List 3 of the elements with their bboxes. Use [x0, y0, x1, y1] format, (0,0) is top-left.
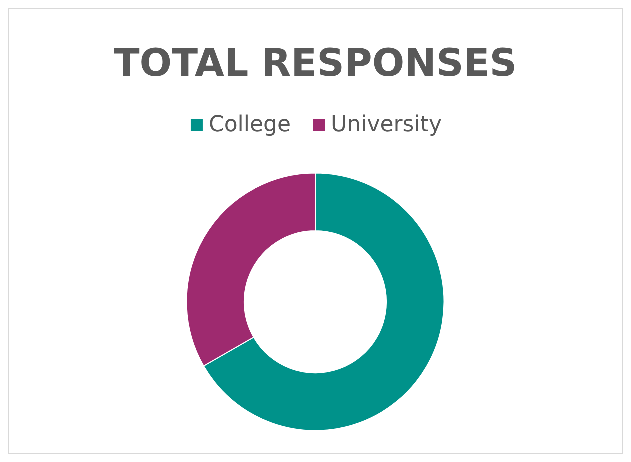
legend-label: College: [208, 112, 292, 138]
chart-title: TOTAL RESPONSES: [114, 41, 518, 85]
legend-label: University: [331, 112, 442, 138]
